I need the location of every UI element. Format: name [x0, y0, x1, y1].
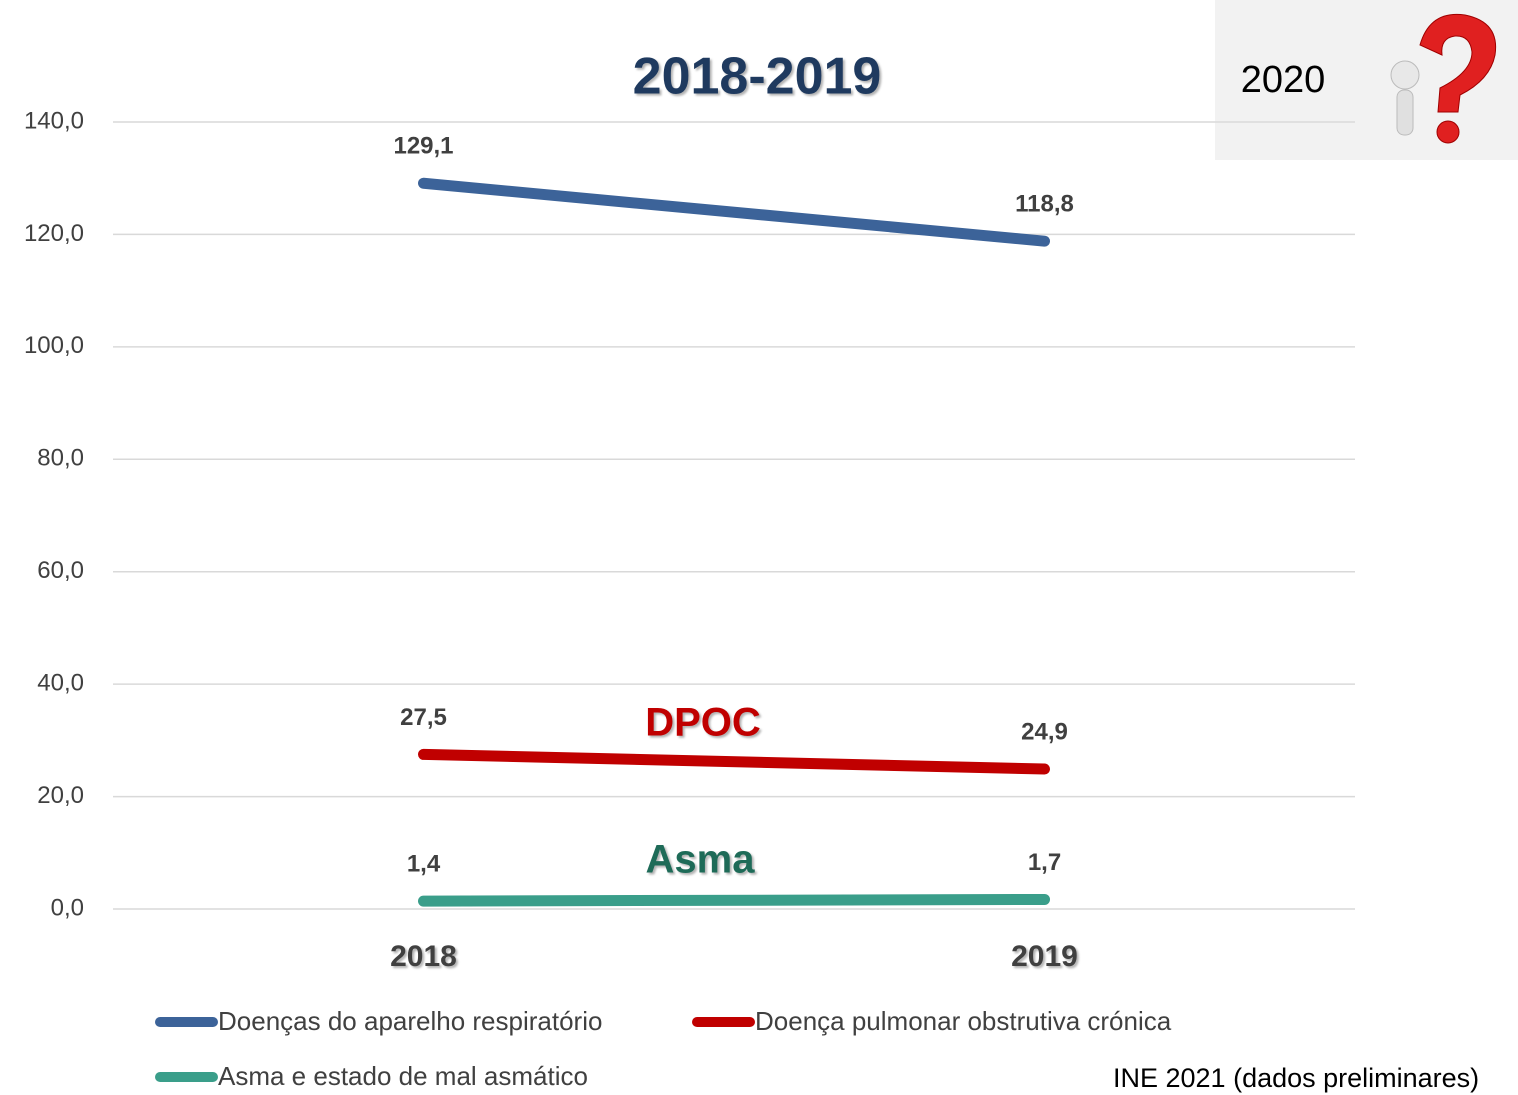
- y-tick-label: 0,0: [51, 894, 84, 921]
- y-tick-label: 100,0: [24, 332, 84, 359]
- annotation: DPOC: [645, 701, 761, 745]
- data-label: 27,5: [400, 704, 447, 731]
- series-line: [418, 748, 1050, 775]
- annotation: 2020: [1241, 59, 1326, 101]
- data-label: 1,4: [407, 850, 441, 877]
- annotation: Asma: [646, 838, 756, 882]
- y-tick-label: 140,0: [24, 107, 84, 134]
- y-tick-label: 60,0: [37, 557, 84, 584]
- legend-label: Doenças do aparelho respiratório: [218, 1006, 602, 1036]
- data-label: 1,7: [1028, 849, 1061, 876]
- data-label: 118,8: [1015, 191, 1074, 218]
- legend-label: Doença pulmonar obstrutiva crónica: [755, 1006, 1172, 1036]
- x-tick-label: 2018: [390, 940, 457, 973]
- y-tick-label: 40,0: [37, 669, 84, 696]
- legend-label: Asma e estado de mal asmático: [218, 1061, 588, 1091]
- question-icon: [1390, 13, 1497, 144]
- chart-title: 2018-2019: [633, 48, 882, 106]
- series-line: [418, 893, 1050, 907]
- y-tick-label: 80,0: [37, 445, 84, 472]
- data-label: 129,1: [393, 133, 453, 160]
- y-tick-label: 120,0: [24, 220, 84, 247]
- y-tick-label: 20,0: [37, 782, 84, 809]
- annotation: INE 2021 (dados preliminares): [1113, 1063, 1479, 1093]
- x-tick-label: 2019: [1011, 940, 1078, 973]
- series-line: [418, 177, 1050, 247]
- data-label: 24,9: [1021, 718, 1068, 745]
